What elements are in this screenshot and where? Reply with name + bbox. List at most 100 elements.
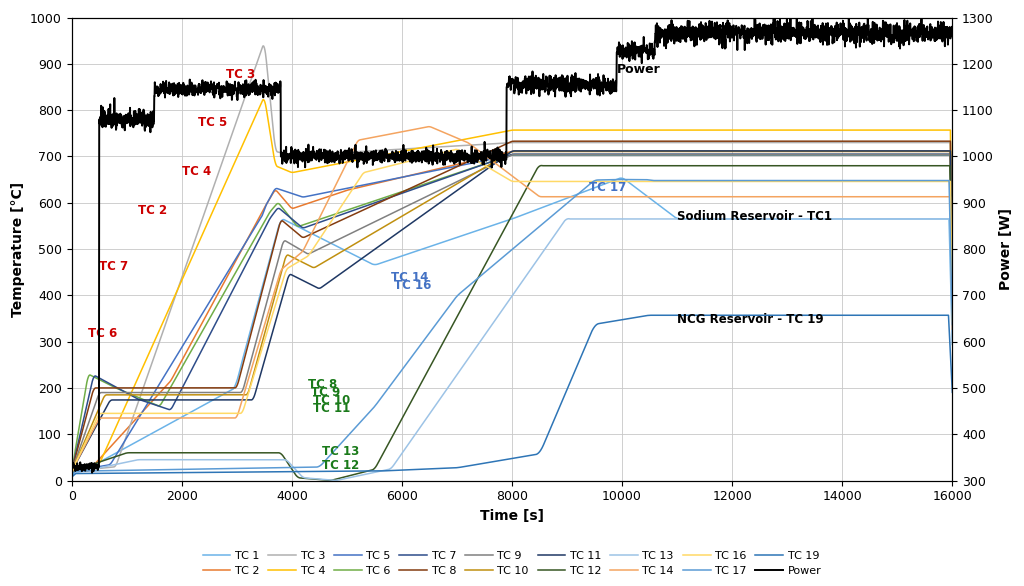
TC 12 [703,162,716,169]
Text: TC 5: TC 5 [199,117,227,130]
TC 13 [66,473,78,481]
TC 5 [759,152,771,159]
TC 13 [759,216,771,223]
TC 3 [946,297,958,304]
TC 9 [812,151,824,158]
Power [812,28,824,35]
TC 2 [246,227,258,234]
Line: TC 14: TC 14 [72,127,952,475]
TC 12 [937,162,949,169]
TC 19 [246,469,258,476]
Power [86,469,98,476]
TC 3 [246,73,258,80]
Line: TC 5: TC 5 [72,155,952,475]
Line: TC 12: TC 12 [72,166,952,481]
Text: TC 7: TC 7 [99,260,128,273]
TC 12 [626,162,638,169]
TC 11 [66,471,78,478]
Text: TC 8: TC 8 [308,378,338,391]
TC 5 [626,152,638,159]
TC 19 [812,312,824,319]
TC 10 [246,376,258,383]
TC 6 [66,469,78,476]
TC 8 [626,138,638,145]
TC 3 [66,472,78,479]
TC 9 [946,303,958,310]
TC 12 [246,449,258,456]
Power [769,12,781,19]
TC 11 [812,148,824,155]
TC 4 [257,96,269,103]
TC 17 [612,176,625,183]
TC 16 [451,146,463,153]
TC 17 [812,177,824,184]
TC 9 [759,151,771,158]
TC 16 [626,178,638,185]
TC 10 [508,148,520,155]
TC 6 [702,151,715,158]
TC 4 [246,120,258,127]
TC 11 [937,148,949,155]
TC 6 [937,151,949,158]
TC 7 [937,151,949,158]
Text: TC 2: TC 2 [137,205,167,217]
TC 14 [246,363,258,370]
TC 8 [937,138,949,145]
TC 14 [66,471,78,478]
TC 9 [246,353,258,360]
TC 10 [759,148,771,155]
TC 16 [66,471,78,478]
TC 9 [626,151,638,158]
TC 16 [812,178,824,185]
Y-axis label: Temperature [°C]: Temperature [°C] [10,182,25,316]
TC 4 [812,127,824,134]
TC 17 [946,321,958,328]
TC 14 [423,123,435,130]
TC 3 [812,139,824,146]
TC 4 [937,127,949,134]
TC 19 [946,389,958,396]
TC 5 [946,304,958,311]
TC 8 [66,470,78,477]
Text: TC 6: TC 6 [88,327,118,340]
Legend: TC 1, TC 2, TC 3, TC 4, TC 5, TC 6, TC 7, TC 8, TC 9, TC 10, TC 11, TC 12, TC 13: TC 1, TC 2, TC 3, TC 4, TC 5, TC 6, TC 7… [199,546,825,581]
TC 6 [946,303,958,310]
TC 5 [66,472,78,479]
TC 16 [702,178,715,185]
TC 11 [759,148,771,155]
Line: TC 19: TC 19 [72,315,952,477]
TC 2 [759,148,771,155]
TC 5 [937,152,949,159]
TC 7 [812,151,824,158]
TC 7 [508,151,520,158]
Line: TC 1: TC 1 [72,178,952,476]
TC 16 [946,318,958,325]
TC 12 [536,162,548,169]
TC 7 [759,151,771,158]
TC 8 [246,326,258,333]
TC 8 [812,138,824,145]
TC 17 [937,177,949,184]
TC 17 [759,177,771,184]
TC 12 [66,472,78,479]
Line: TC 8: TC 8 [72,141,952,473]
TC 2 [626,148,638,155]
Y-axis label: Power [W]: Power [W] [999,208,1014,290]
Line: TC 11: TC 11 [72,151,952,475]
TC 17 [246,465,258,472]
TC 9 [702,151,715,158]
TC 13 [703,216,716,223]
X-axis label: Time [s]: Time [s] [480,509,544,523]
Text: Sodium Reservoir - TC1: Sodium Reservoir - TC1 [677,210,833,223]
TC 7 [66,470,78,477]
Text: TC 4: TC 4 [182,165,211,178]
TC 5 [507,152,519,159]
TC 12 [759,162,771,169]
TC 1 [66,472,78,479]
Text: TC 3: TC 3 [226,68,255,81]
TC 10 [946,301,958,308]
TC 2 [508,148,520,155]
TC 16 [937,178,949,185]
TC 8 [508,138,520,145]
Text: TC 16: TC 16 [393,280,431,292]
